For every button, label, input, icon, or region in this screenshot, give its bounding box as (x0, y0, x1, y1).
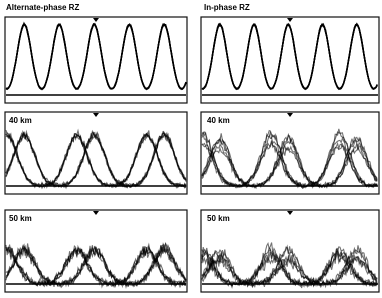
row-label: 50 km (9, 214, 32, 223)
page: Alternate-phase RZ In-phase RZ 40 km 40 … (0, 0, 382, 298)
row-label: 40 km (9, 116, 32, 125)
row-label: 50 km (207, 214, 230, 223)
panels (5, 17, 379, 292)
figure: Alternate-phase RZ In-phase RZ 40 km 40 … (0, 0, 382, 298)
column-title: In-phase RZ (204, 3, 250, 12)
column-title: Alternate-phase RZ (6, 3, 79, 12)
row-label: 40 km (207, 116, 230, 125)
